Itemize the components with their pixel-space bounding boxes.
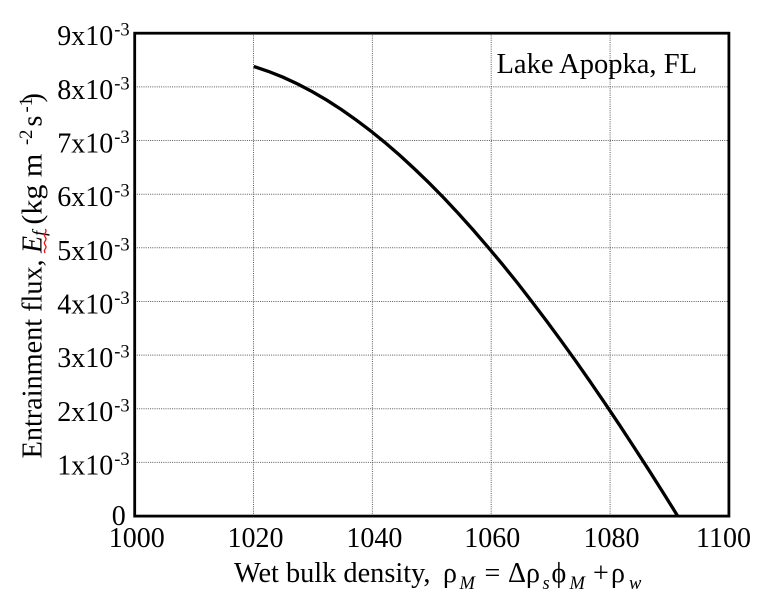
svg-text:7x10: 7x10 [57, 129, 113, 160]
svg-text:ϕ: ϕ [552, 558, 567, 589]
svg-text:): ) [18, 93, 49, 102]
svg-text:1100: 1100 [696, 523, 751, 554]
svg-text:4x10: 4x10 [57, 290, 113, 321]
svg-text:=: = [485, 558, 501, 589]
svg-text:3x10: 3x10 [57, 343, 113, 374]
svg-text:Lake Apopka, FL: Lake Apopka, FL [497, 48, 698, 80]
svg-text:1080: 1080 [584, 523, 640, 554]
svg-text:ρ: ρ [443, 558, 457, 589]
svg-text:0: 0 [112, 501, 126, 532]
svg-text:6x10: 6x10 [57, 182, 113, 213]
svg-text:Δρ: Δρ [508, 558, 540, 589]
svg-text:+: + [593, 558, 609, 589]
svg-text:-3: -3 [114, 235, 129, 255]
svg-text:E: E [18, 236, 49, 254]
svg-text:1040: 1040 [346, 523, 402, 554]
svg-text:Wet bulk density,: Wet bulk density, [234, 558, 431, 589]
svg-text:(kg m: (kg m [18, 153, 49, 224]
svg-text:5x10: 5x10 [57, 236, 113, 267]
svg-text:ρ: ρ [611, 558, 625, 589]
svg-text:w: w [629, 574, 642, 594]
svg-text:1020: 1020 [228, 523, 284, 554]
svg-text:8x10: 8x10 [57, 75, 113, 106]
svg-text:-3: -3 [114, 396, 129, 416]
svg-text:-1: -1 [17, 97, 37, 112]
svg-text:-3: -3 [114, 74, 129, 94]
svg-text:2x10: 2x10 [57, 397, 113, 428]
svg-text:1x10: 1x10 [57, 450, 113, 481]
svg-text:s: s [543, 574, 550, 594]
svg-text:-2: -2 [17, 130, 37, 145]
svg-text:s: s [18, 116, 49, 127]
svg-text:-3: -3 [114, 343, 129, 363]
svg-text:-3: -3 [114, 182, 129, 202]
svg-text:-3: -3 [114, 450, 129, 470]
svg-text:1060: 1060 [464, 523, 520, 554]
svg-text:M: M [459, 574, 477, 594]
svg-text:9x10: 9x10 [57, 21, 113, 52]
svg-text:-3: -3 [114, 128, 129, 148]
svg-text:-3: -3 [114, 289, 129, 309]
svg-text:M: M [569, 574, 587, 594]
svg-text:f: f [31, 228, 51, 236]
svg-text:Entrainment flux,: Entrainment flux, [18, 259, 49, 458]
svg-text:1000: 1000 [109, 523, 165, 554]
svg-text:-3: -3 [114, 21, 129, 41]
